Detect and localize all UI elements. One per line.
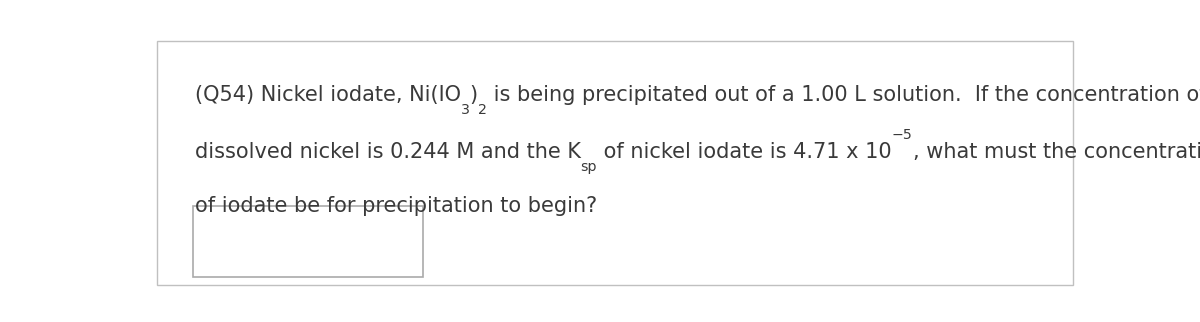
- Text: 3: 3: [461, 103, 469, 117]
- Text: , what must the concentration: , what must the concentration: [913, 142, 1200, 162]
- Text: (Q54) Nickel iodate, Ni(IO: (Q54) Nickel iodate, Ni(IO: [194, 85, 461, 105]
- Text: is being precipitated out of a 1.00 L solution.  If the concentration of: is being precipitated out of a 1.00 L so…: [487, 85, 1200, 105]
- Text: −5: −5: [892, 128, 913, 142]
- Text: dissolved nickel is 0.244 M and the K: dissolved nickel is 0.244 M and the K: [194, 142, 581, 162]
- Text: ): ): [469, 85, 478, 105]
- Text: of nickel iodate is 4.71 x 10: of nickel iodate is 4.71 x 10: [598, 142, 892, 162]
- Text: 2: 2: [478, 103, 487, 117]
- FancyBboxPatch shape: [157, 41, 1073, 285]
- Text: of iodate be for precipitation to begin?: of iodate be for precipitation to begin?: [194, 196, 596, 216]
- Text: sp: sp: [581, 160, 598, 174]
- FancyBboxPatch shape: [193, 206, 424, 277]
